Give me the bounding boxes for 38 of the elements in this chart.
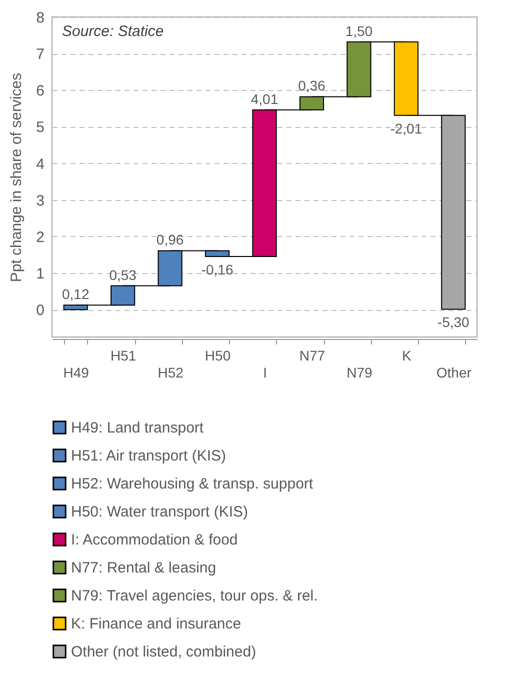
x-tick-label: H49 [63,364,90,380]
annotation: Source: Statice [62,23,164,40]
data-label: 0,12 [62,286,90,302]
legend-label: H50: Water transport (KIS) [71,504,248,520]
y-tick-label: 7 [36,46,44,64]
x-tick-label: N79 [346,364,372,380]
x-tick-label: K [402,348,412,364]
data-label: -0,16 [201,262,234,278]
data-label: 4,01 [250,90,278,107]
x-tick-label: Other [436,364,472,380]
y-axis-title: Ppt change in share of services [8,72,26,282]
legend-label: I: Accommodation & food [71,532,238,548]
y-tick-label: 3 [36,192,44,210]
legend-label: Other (not listed, combined) [71,644,256,660]
data-label: 1,50 [345,22,373,39]
x-tick-label: I [263,364,267,380]
legend-label: H49: Land transport [71,420,204,436]
legend-label: N77: Rental & leasing [71,560,216,576]
data-label: 0,96 [156,232,184,248]
x-tick-label: N77 [299,348,326,364]
x-tick-label: H52 [158,364,184,380]
legend-label: K: Finance and insurance [71,616,242,632]
legend-label: H52: Warehousing & transp. support [71,476,314,492]
data-label: 0,36 [298,78,326,94]
legend-label: N79: Travel agencies, tour ops. & rel. [71,588,318,604]
data-label: -5,30 [437,314,470,330]
y-tick-label: 1 [36,266,44,282]
x-tick-label: H50 [204,348,231,364]
x-tick-label: H51 [110,348,136,364]
y-tick-label: 2 [36,228,44,246]
y-tick-label: 6 [36,82,44,100]
legend-label: H51: Air transport (KIS) [71,448,226,464]
y-tick-label: 4 [36,156,44,173]
data-label: -2,01 [390,120,422,136]
y-tick-label: 0 [36,302,44,320]
y-tick-label: 5 [36,119,44,136]
data-label: 0,53 [109,266,137,283]
y-tick-label: 8 [36,10,44,26]
